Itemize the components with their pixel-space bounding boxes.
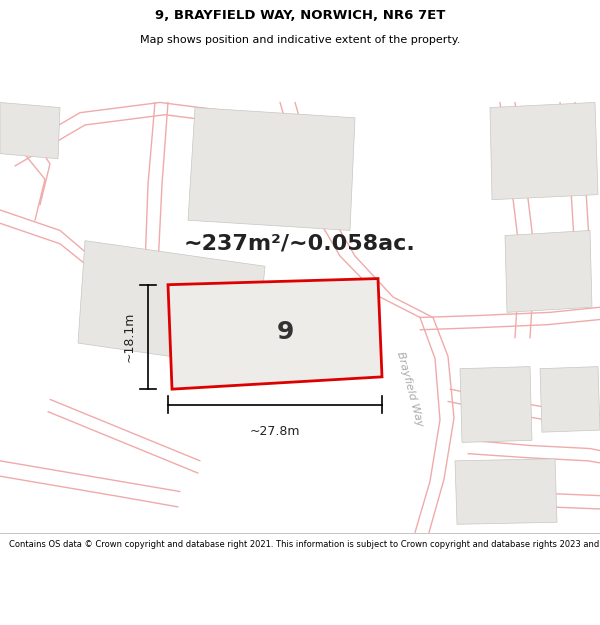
Polygon shape [505,231,592,312]
Text: ~237m²/~0.058ac.: ~237m²/~0.058ac. [184,234,416,254]
Polygon shape [540,367,600,432]
Polygon shape [460,367,532,442]
Polygon shape [455,459,557,524]
Text: 9: 9 [277,321,293,344]
Text: 9, BRAYFIELD WAY, NORWICH, NR6 7ET: 9, BRAYFIELD WAY, NORWICH, NR6 7ET [155,9,445,22]
Polygon shape [490,102,598,200]
Polygon shape [188,107,355,231]
Text: ~18.1m: ~18.1m [123,312,136,362]
Text: Brayfield Way: Brayfield Way [395,351,425,428]
Text: ~27.8m: ~27.8m [250,425,300,438]
Polygon shape [168,279,382,389]
Polygon shape [78,241,265,369]
Polygon shape [0,102,60,159]
Text: Map shows position and indicative extent of the property.: Map shows position and indicative extent… [140,35,460,45]
Text: Contains OS data © Crown copyright and database right 2021. This information is : Contains OS data © Crown copyright and d… [9,540,600,549]
